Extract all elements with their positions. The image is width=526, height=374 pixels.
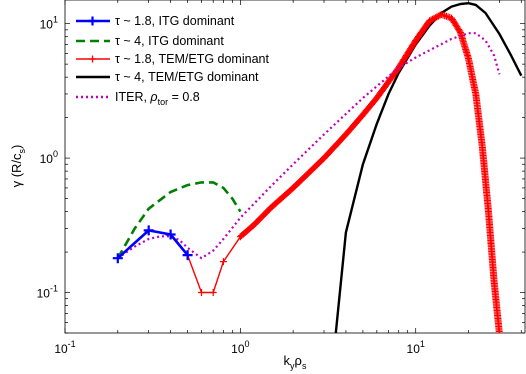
svg-text:τ ~ 4, TEM/ETG dominant: τ ~ 4, TEM/ETG dominant [115, 70, 259, 84]
legend-entry-tau18-tem: τ ~ 1.8, TEM/ETG dominant [76, 52, 269, 66]
series-layer [112, 2, 523, 333]
y-tick-label: 10-1 [37, 284, 58, 301]
data-point-tau18-tem [495, 329, 503, 333]
major-ticks [64, 0, 525, 333]
x-tick-label: 100 [231, 339, 249, 356]
svg-text:τ ~ 4, ITG dominant: τ ~ 4, ITG dominant [115, 34, 224, 48]
data-point-tau18-itg [112, 253, 123, 264]
series-line-tau18-itg [116, 229, 189, 260]
x-axis-label: kyρs [284, 353, 307, 371]
y-tick-label: 100 [40, 149, 58, 166]
data-point-tau18-tem [219, 258, 227, 266]
x-tick-label: 101 [407, 339, 425, 356]
data-point-tau18-tem [209, 289, 217, 296]
series-line-iter [117, 32, 501, 260]
svg-text:τ ~ 1.8, TEM/ETG dominant: τ ~ 1.8, TEM/ETG dominant [115, 52, 269, 66]
data-point-tau18-tem [429, 15, 436, 23]
series-tau18-itg [112, 225, 193, 264]
legend: τ ~ 1.8, ITG dominant τ ~ 4, ITG dominan… [76, 14, 269, 107]
legend-entry-tau4-itg: τ ~ 4, ITG dominant [76, 34, 224, 48]
series-tau4-itg [116, 181, 242, 259]
legend-entry-tau4-tem: τ ~ 4, TEM/ETG dominant [76, 70, 259, 84]
data-point-tau18-itg [165, 229, 176, 240]
legend-entry-iter: ITER, ρtor = 0.8 [76, 90, 200, 107]
y-axis-label: γ (R/cs) [9, 145, 27, 188]
minor-ticks [65, 0, 525, 334]
series-line-tau4-itg [116, 181, 242, 259]
tick-labels: 10-1 100 101 10-1 100 101 [37, 15, 425, 356]
data-point-tau18-tem [198, 289, 205, 296]
svg-text:τ ~ 1.8, ITG dominant: τ ~ 1.8, ITG dominant [115, 14, 235, 28]
legend-entry-tau18-itg: τ ~ 1.8, ITG dominant [76, 14, 235, 28]
series-tau18-tem [184, 11, 503, 333]
data-point-tau18-itg [182, 250, 193, 261]
svg-text:ITER, ρtor = 0.8: ITER, ρtor = 0.8 [115, 90, 200, 107]
data-point-tau18-tem [433, 13, 441, 21]
series-iter [117, 32, 501, 260]
y-tick-label: 101 [40, 15, 58, 32]
data-point-tau18-itg [143, 225, 154, 236]
plot-frame [64, 0, 526, 334]
x-tick-label: 10-1 [54, 339, 75, 356]
data-point-tau18-tem [456, 27, 464, 35]
